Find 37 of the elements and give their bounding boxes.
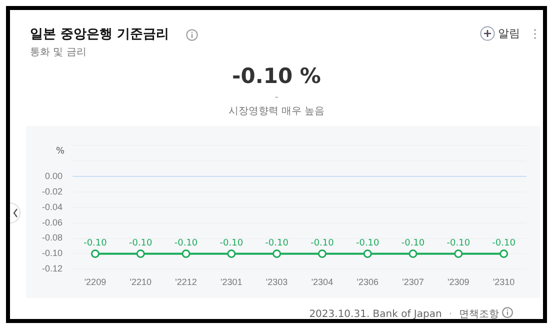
text: 2023.10.31. Bank of Japan [309,309,442,320]
y-axis-title: % [56,146,65,157]
x-tick-label: '2307 [402,277,424,288]
y-tick-label: -0.10 [42,248,63,258]
data-label: -0.10 [128,238,153,249]
y-tick-label: -0.04 [42,202,63,212]
y-tick-label: -0.12 [42,264,63,274]
data-label: -0.10 [220,238,244,249]
data-label: -0.10 [265,238,289,249]
text: · [448,309,452,320]
text: 알림 [498,26,520,41]
data-label: -0.10 [401,238,425,249]
data-label: -0.10 [84,238,108,249]
data-label: -0.10 [174,238,198,249]
data-label: -0.10 [446,238,470,249]
x-tick-label: '2310 [492,277,515,288]
text: 면책조항 [459,309,499,320]
chart-subtitle: 통화 및 금리 [30,46,86,59]
y-tick-label: -0.02 [42,186,63,196]
y-tick-label: 0.00 [44,170,63,181]
x-tick-label: '2209 [84,277,106,288]
x-tick-label: '2309 [448,277,470,288]
data-label: -0.10 [356,238,380,249]
data-label: -0.10 [492,238,516,249]
x-tick-label: '2306 [356,277,378,288]
chart-title: 일본 중앙은행 기준금리 [30,26,170,43]
y-tick-label: -0.08 [42,232,63,243]
text: - [274,92,280,103]
text: -0.10 % [231,64,322,88]
x-tick-label: '2210 [130,277,152,288]
y-tick-label: -0.06 [42,217,63,228]
x-tick-label: '2303 [266,277,288,288]
x-tick-label: '2301 [220,277,242,288]
x-tick-label: '2212 [175,277,197,288]
data-label: -0.10 [310,238,334,249]
text: 시장영향력 매우 높음 [227,105,326,118]
x-tick-label: '2304 [311,277,334,288]
